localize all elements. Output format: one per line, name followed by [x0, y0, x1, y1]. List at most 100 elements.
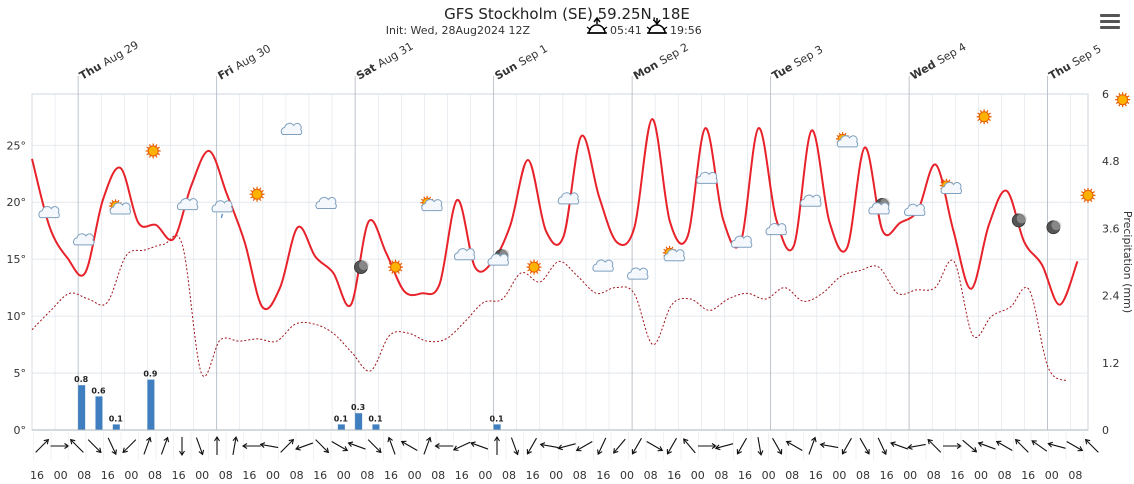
wind-arrow-head — [757, 450, 764, 456]
wind-arrow-shaft — [453, 441, 471, 451]
moon-highlight — [1016, 213, 1027, 224]
precipitation-bar — [493, 424, 501, 430]
day-label: Tue Sep 3 — [770, 43, 826, 83]
wind-arrow-head — [613, 448, 619, 454]
wind-arrow-shaft — [757, 437, 762, 455]
wind-arrow-head — [288, 438, 295, 445]
x-tick-label: 16 — [1021, 469, 1035, 482]
day-label: Sat Aug 31 — [354, 40, 415, 83]
x-tick-label: 00 — [549, 469, 563, 482]
wind-arrow — [87, 439, 102, 454]
wind-arrow-shaft — [613, 438, 626, 454]
wind-arrow-head — [819, 442, 826, 449]
wind-arrow — [907, 443, 926, 450]
x-tick-label: 00 — [620, 469, 634, 482]
x-tick-label: 00 — [124, 469, 138, 482]
y-tick-label: 0° — [14, 424, 27, 437]
wind-arrow-shaft — [908, 443, 926, 449]
wind-arrow-head — [96, 447, 102, 454]
wind-arrow-shaft — [808, 437, 816, 455]
wind-arrow-head — [295, 445, 301, 451]
wind-arrow-head — [683, 438, 689, 444]
sunny-weather-icon — [1080, 187, 1096, 203]
cloudy-weather-icon — [696, 171, 718, 184]
moon-weather-icon — [354, 260, 369, 275]
hamburger-menu-icon[interactable] — [1100, 14, 1120, 30]
wind-arrow — [367, 439, 382, 454]
wind-arrow-head — [864, 449, 870, 455]
grid — [31, 93, 1089, 431]
sunny-cloudy-weather-icon — [939, 178, 963, 195]
cloudy-weather-icon — [453, 248, 476, 261]
chart-title: GFS Stockholm (SE) 59.25N, 18E — [444, 5, 690, 23]
precipitation-bar-label: 0.9 — [143, 370, 158, 379]
wind-arrow-shaft — [1066, 441, 1083, 451]
wind-arrow — [107, 437, 117, 456]
wind-arrow-shaft — [890, 442, 909, 450]
wind-arrow-head — [785, 440, 792, 446]
day-label: Sun Sep 1 — [493, 42, 550, 83]
wind-arrow-shaft — [195, 437, 204, 455]
wind-arrow-head — [557, 444, 563, 451]
wind-arrow-shaft — [540, 443, 559, 449]
moon-weather-icon — [1046, 220, 1062, 235]
wind-arrow — [557, 443, 576, 451]
wind-arrow — [808, 436, 817, 455]
y-tick-label: 20° — [7, 196, 27, 209]
cloud-shape — [211, 200, 233, 213]
wind-arrow-shaft — [558, 443, 576, 449]
cloud-shape — [940, 181, 963, 195]
x-tick-label: 08 — [1068, 469, 1082, 482]
wind-arrow — [143, 436, 152, 455]
wind-arrow-shaft — [646, 441, 663, 451]
wind-arrow — [315, 439, 330, 454]
precipitation-bar — [355, 413, 363, 430]
wind-arrow — [943, 443, 963, 449]
sunny-weather-icon — [388, 259, 404, 275]
wind-arrow — [494, 435, 500, 455]
cloud-shape — [663, 249, 686, 262]
wind-arrow-head — [146, 436, 152, 443]
precipitation-bars: 0.80.60.10.90.10.30.10.10.10.2 — [74, 370, 504, 430]
wind-arrow-head — [198, 449, 205, 456]
wind-arrow-shaft — [280, 439, 294, 453]
wind-arrow-shaft — [35, 439, 49, 453]
y2-tick-label: 1.2 — [1102, 357, 1120, 370]
cloud-shape — [315, 196, 337, 209]
cloudy-weather-icon — [176, 198, 199, 211]
cloud-shape — [176, 198, 199, 211]
wind-arrow — [539, 442, 559, 449]
wind-arrow — [400, 440, 418, 451]
precipitation-bar — [337, 424, 345, 430]
x-tick-label: 08 — [644, 469, 658, 482]
x-tick-label: 16 — [738, 469, 752, 482]
wind-arrow-shaft — [470, 442, 489, 450]
cloud-shape — [800, 194, 822, 207]
x-tick-label: 00 — [478, 469, 492, 482]
day-label: Thu Sep 5 — [1047, 42, 1104, 82]
wind-arrow-head — [214, 435, 220, 442]
wind-arrow-head — [43, 438, 50, 445]
sunny-cloudy-weather-icon — [835, 132, 859, 148]
sunset-icon — [646, 18, 668, 34]
wind-arrow — [927, 438, 942, 453]
x-tick-label: 16 — [809, 469, 823, 482]
x-tick-label: 00 — [408, 469, 422, 482]
precipitation-bar-label: 0.8 — [74, 375, 89, 384]
x-tick-label: 16 — [596, 469, 610, 482]
moon-highlight — [358, 260, 369, 271]
wind-arrow-shaft — [667, 437, 677, 455]
x-tick-label: 00 — [54, 469, 68, 482]
cloud-shape — [904, 203, 926, 216]
wind-arrow-head — [452, 445, 459, 451]
wind-arrow-shaft — [527, 437, 537, 455]
sunny-weather-icon — [1115, 92, 1131, 108]
wind-arrow-head — [69, 438, 76, 445]
weather-icons — [38, 92, 1131, 280]
wind-arrow-shaft — [367, 439, 382, 453]
moon-highlight — [1051, 220, 1062, 231]
precipitation-bar — [372, 424, 380, 430]
wind-arrow-shaft — [632, 437, 642, 455]
x-tick-label: 00 — [691, 469, 705, 482]
